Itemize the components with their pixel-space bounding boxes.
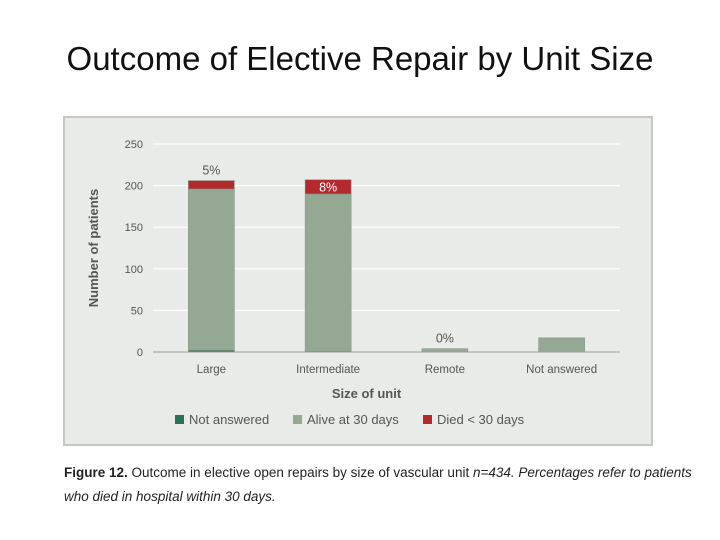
figure-caption: Figure 12. Outcome in elective open repa… — [64, 461, 704, 509]
caption-text: Outcome in elective open repairs by size… — [127, 465, 473, 480]
y-tick-label: 200 — [125, 181, 143, 193]
x-tick-label: Remote — [425, 364, 465, 376]
data-label: 5% — [202, 164, 220, 178]
labels: 5% 8% 0% — [202, 164, 454, 346]
legend-label: Died < 30 days — [437, 412, 525, 427]
caption-italic-text: n=434. Percentages refer to patients who… — [64, 465, 692, 504]
y-tick-label: 0 — [137, 347, 143, 359]
data-label: 0% — [436, 332, 454, 346]
y-tick-label: 150 — [125, 222, 143, 234]
bar-segment — [188, 180, 235, 190]
y-tick-label: 100 — [125, 264, 143, 276]
legend-label: Not answered — [189, 412, 269, 427]
legend-label: Alive at 30 days — [307, 412, 399, 427]
bar-segment — [188, 188, 235, 351]
axes: 0 50 100 150 200 250 Large Intermediate Remote No… — [86, 139, 620, 401]
x-tick-label: Large — [197, 364, 226, 376]
y-tick-label: 250 — [125, 139, 143, 151]
data-label: 8% — [319, 180, 337, 194]
bar-segment — [304, 193, 352, 352]
stacked-bar-chart: 5% 8% 0% 0 50 100 150 200 250 Large Intermediate R… — [86, 139, 620, 427]
x-tick-label: Not answered — [526, 364, 597, 376]
caption-label: Figure 12. — [64, 465, 128, 480]
bars — [188, 179, 585, 353]
legend-swatch — [293, 415, 302, 424]
x-axis-title: Size of unit — [332, 386, 402, 401]
bar-segment — [304, 179, 352, 195]
figure-panel: 5% 8% 0% 0 50 100 150 200 250 Large Intermediate R… — [63, 116, 653, 446]
slide-title: Outcome of Elective Repair by Unit Size — [66, 40, 654, 77]
bar-segment — [538, 337, 585, 353]
y-axis-title: Number of patients — [86, 189, 101, 307]
x-tick-label: Intermediate — [296, 364, 360, 376]
y-tick-label: 50 — [131, 305, 143, 317]
legend: Not answered Alive at 30 days Died < 30 da… — [175, 412, 525, 427]
legend-swatch — [423, 415, 432, 424]
legend-swatch — [175, 415, 184, 424]
